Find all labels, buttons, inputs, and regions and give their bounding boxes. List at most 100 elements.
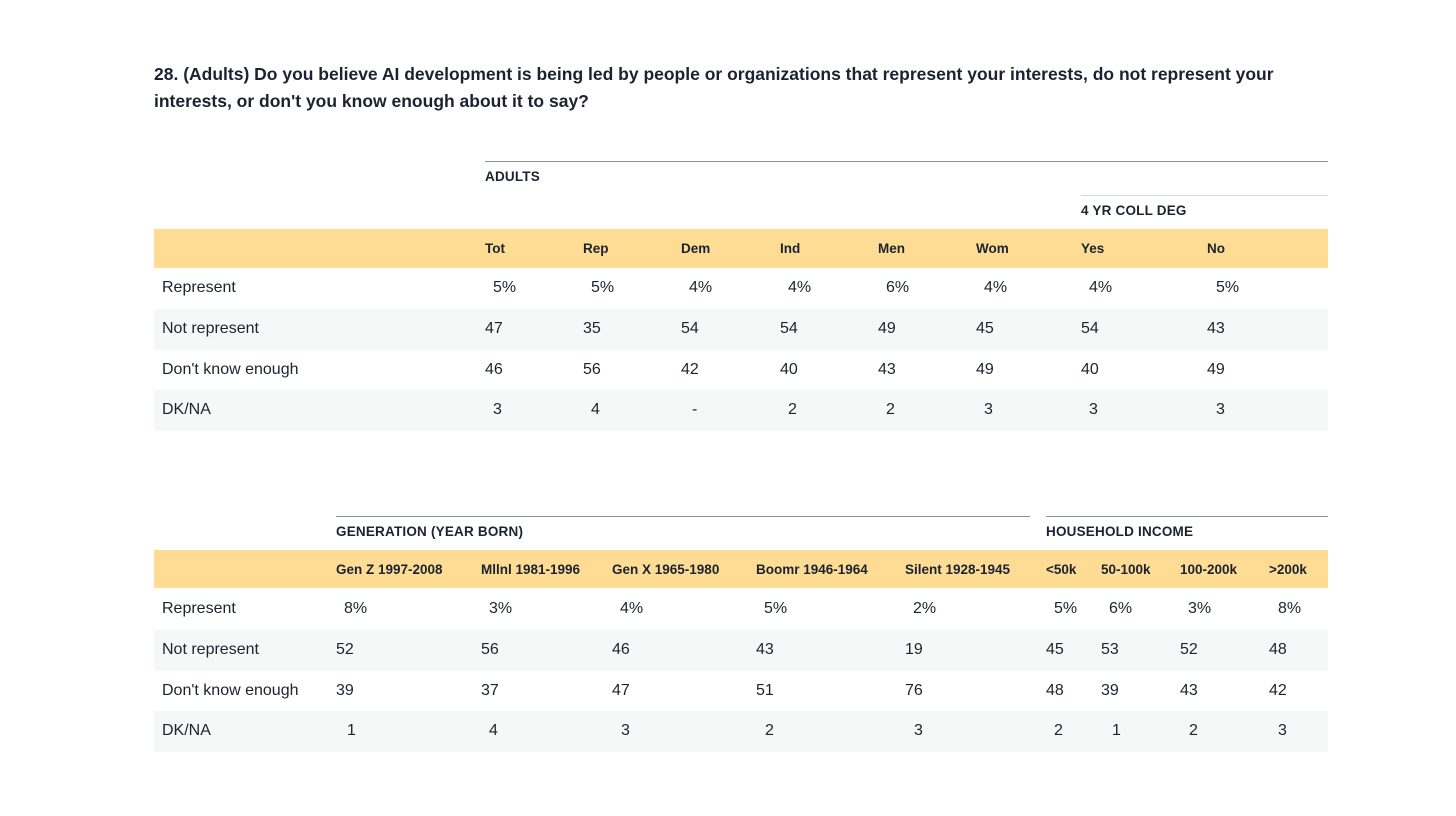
table-cell: 56 — [583, 361, 601, 378]
table-cell: 2 — [765, 722, 774, 739]
table2-header-row: Gen Z 1997-2008 Mllnl 1981-1996 Gen X 19… — [154, 550, 1328, 588]
table-cell: 39 — [1101, 682, 1119, 699]
table-cell: 51 — [756, 682, 774, 699]
row-label: Don't know enough — [162, 682, 299, 699]
row-label: Represent — [162, 279, 236, 296]
col-header-dem: Dem — [681, 241, 711, 256]
table-cell: 3 — [1278, 722, 1287, 739]
table-cell: 4% — [1089, 279, 1113, 296]
table-cell: 76 — [905, 682, 923, 699]
col-header-gen-x: Gen X 1965-1980 — [612, 562, 720, 577]
col-header-rep: Rep — [583, 241, 609, 256]
table-cell: 3 — [493, 401, 502, 418]
table2-row-not-represent: Not represent 52 56 46 43 19 45 53 52 48 — [154, 630, 1328, 671]
table-cell: 4% — [620, 600, 644, 617]
col-header-income-under-50k: <50k — [1046, 562, 1077, 577]
row-label: Not represent — [162, 641, 259, 658]
table-cell: 3% — [1188, 600, 1212, 617]
col-header-coll-no: No — [1207, 241, 1225, 256]
table-cell: 8% — [344, 600, 368, 617]
group-header-adults: ADULTS — [485, 169, 540, 184]
table-cell: 48 — [1269, 641, 1287, 658]
table-cell: 47 — [612, 682, 630, 699]
table-cell: 2 — [1054, 722, 1063, 739]
table-cell: 54 — [681, 320, 699, 337]
table-cell: 4 — [489, 722, 498, 739]
table-cell: 19 — [905, 641, 923, 658]
col-header-boomer: Boomr 1946-1964 — [756, 562, 868, 577]
table-cell: 43 — [1180, 682, 1198, 699]
table-cell: 2 — [788, 401, 797, 418]
table-cell: 2% — [913, 600, 937, 617]
question-title: 28. (Adults) Do you believe AI developme… — [154, 64, 1274, 111]
table-cell: 49 — [878, 320, 896, 337]
table1-row-not-represent: Not represent 47 35 54 54 49 45 54 43 — [154, 309, 1328, 350]
table1-row-dont-know: Don't know enough 46 56 42 40 43 49 40 4… — [154, 350, 1328, 391]
table-cell: 43 — [878, 361, 896, 378]
table-cell: 40 — [780, 361, 798, 378]
table-cell: 4% — [984, 279, 1008, 296]
table-cell: 45 — [1046, 641, 1064, 658]
table2-row-dkna: DK/NA 1 4 3 2 3 2 1 2 3 — [154, 711, 1328, 752]
col-header-wom: Wom — [976, 241, 1009, 256]
table-cell: 52 — [1180, 641, 1198, 658]
table-cell: 42 — [1269, 682, 1287, 699]
row-label: DK/NA — [162, 722, 211, 739]
table-cell: 43 — [1207, 320, 1225, 337]
table-cell: 2 — [1189, 722, 1198, 739]
table-cell: 46 — [612, 641, 630, 658]
col-header-gen-z: Gen Z 1997-2008 — [336, 562, 443, 577]
table-cell: 5% — [591, 279, 615, 296]
table-cell: 39 — [336, 682, 354, 699]
table-cell: - — [692, 401, 698, 418]
table-cell: 3 — [1216, 401, 1225, 418]
table-cell: 49 — [1207, 361, 1225, 378]
table-cell: 53 — [1101, 641, 1119, 658]
group-header-college: 4 YR COLL DEG — [1081, 203, 1187, 218]
generation-group-rule — [336, 516, 1030, 517]
col-header-men: Men — [878, 241, 905, 256]
table-cell: 52 — [336, 641, 354, 658]
col-header-income-50-100k: 50-100k — [1101, 562, 1151, 577]
table-cell: 37 — [481, 682, 499, 699]
table-cell: 3% — [489, 600, 513, 617]
group-header-generation: GENERATION (YEAR BORN) — [336, 524, 524, 539]
col-header-silent: Silent 1928-1945 — [905, 562, 1011, 577]
row-label: Don't know enough — [162, 361, 299, 378]
col-header-income-over-200k: >200k — [1269, 562, 1307, 577]
table-cell: 3 — [621, 722, 630, 739]
table-cell: 2 — [886, 401, 895, 418]
table-cell: 46 — [485, 361, 503, 378]
table-cell: 47 — [485, 320, 503, 337]
col-header-tot: Tot — [485, 241, 505, 256]
col-header-millennial: Mllnl 1981-1996 — [481, 562, 581, 577]
table-cell: 3 — [914, 722, 923, 739]
table1-row-dkna: DK/NA 3 4 - 2 2 3 3 3 — [154, 390, 1328, 431]
table-cell: 1 — [1112, 722, 1121, 739]
row-label: Not represent — [162, 320, 259, 337]
table-cell: 5% — [1054, 600, 1078, 617]
table-cell: 5% — [1216, 279, 1240, 296]
table2-row-represent: Represent 8% 3% 4% 5% 2% 5% 6% 3% 8% — [154, 589, 1328, 630]
col-header-coll-yes: Yes — [1081, 241, 1105, 256]
table-cell: 1 — [347, 722, 356, 739]
table-cell: 5% — [764, 600, 788, 617]
table-cell: 6% — [886, 279, 910, 296]
table-cell: 4% — [788, 279, 812, 296]
table-cell: 5% — [493, 279, 517, 296]
adults-group-rule — [485, 161, 1328, 162]
college-group-rule — [1081, 195, 1328, 196]
income-group-rule — [1046, 516, 1328, 517]
table-cell: 3 — [1089, 401, 1098, 418]
table-cell: 4% — [689, 279, 713, 296]
table-cell: 49 — [976, 361, 994, 378]
table1-header-row: Tot Rep Dem Ind Men Wom Yes No — [154, 229, 1328, 268]
table-cell: 56 — [481, 641, 499, 658]
table-cell: 42 — [681, 361, 699, 378]
col-header-ind: Ind — [780, 241, 801, 256]
table-cell: 40 — [1081, 361, 1099, 378]
table-cell: 3 — [984, 401, 993, 418]
table-cell: 6% — [1109, 600, 1133, 617]
row-label: DK/NA — [162, 401, 211, 418]
table-cell: 35 — [583, 320, 601, 337]
